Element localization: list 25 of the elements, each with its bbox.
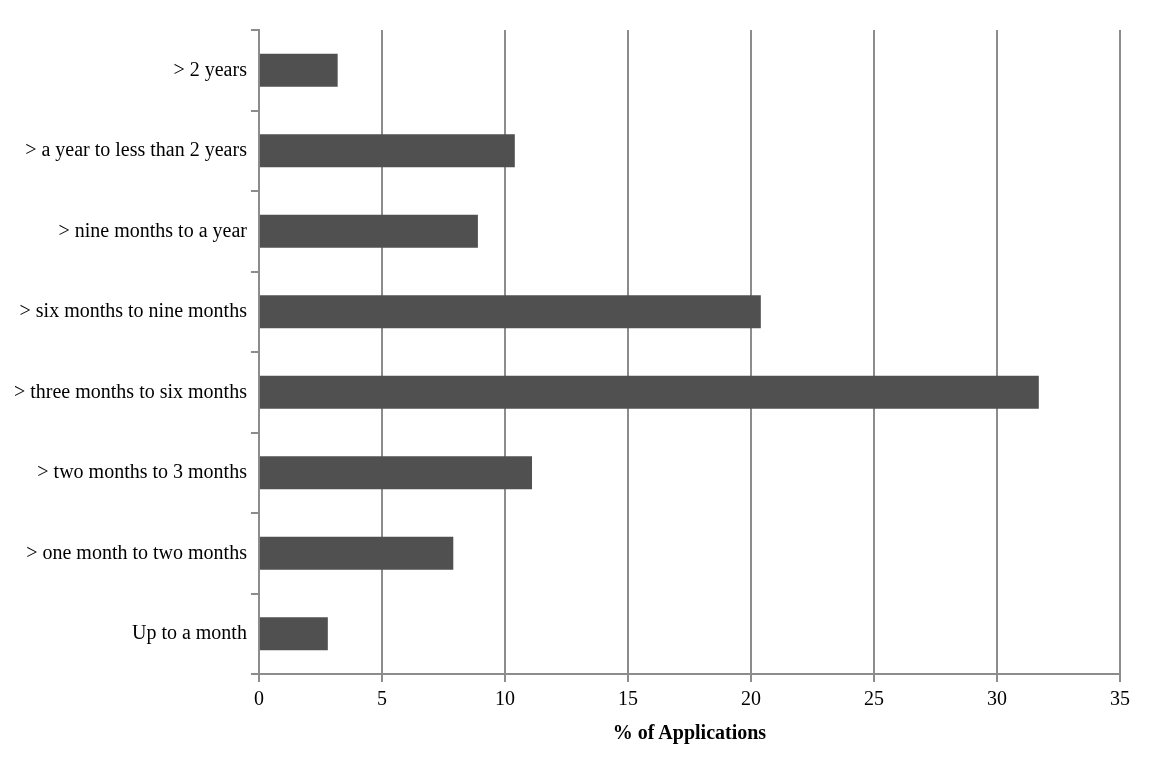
bar (259, 134, 515, 168)
bar (259, 617, 328, 651)
x-tick-label: 20 (740, 687, 761, 710)
x-tick-label: 10 (494, 687, 515, 710)
y-tick-label: > 2 years (173, 57, 248, 81)
x-tick-label: 30 (986, 687, 1007, 710)
bar (259, 214, 478, 248)
bar (259, 53, 338, 87)
y-tick-label: > three months to six months (13, 379, 248, 402)
x-axis-title: % of Applications (612, 721, 767, 745)
x-tick-label: 25 (863, 687, 884, 710)
bar (259, 456, 533, 490)
y-tick-label: > two months to 3 months (37, 460, 248, 482)
y-tick-label: > nine months to a year (58, 218, 248, 242)
bar (259, 536, 454, 570)
bar (259, 375, 1039, 409)
bar (259, 295, 761, 329)
x-tick-label: 0 (253, 687, 264, 710)
y-tick-label: > one month to two months (26, 540, 248, 563)
x-tick-label: 5 (376, 687, 387, 710)
y-tick-label: > six months to nine months (19, 299, 248, 321)
x-tick-label: 35 (1110, 687, 1130, 710)
x-tick-label: 15 (617, 687, 638, 710)
y-tick-label: > a year to less than 2 years (25, 138, 248, 161)
y-tick-label: Up to a month (131, 621, 247, 644)
